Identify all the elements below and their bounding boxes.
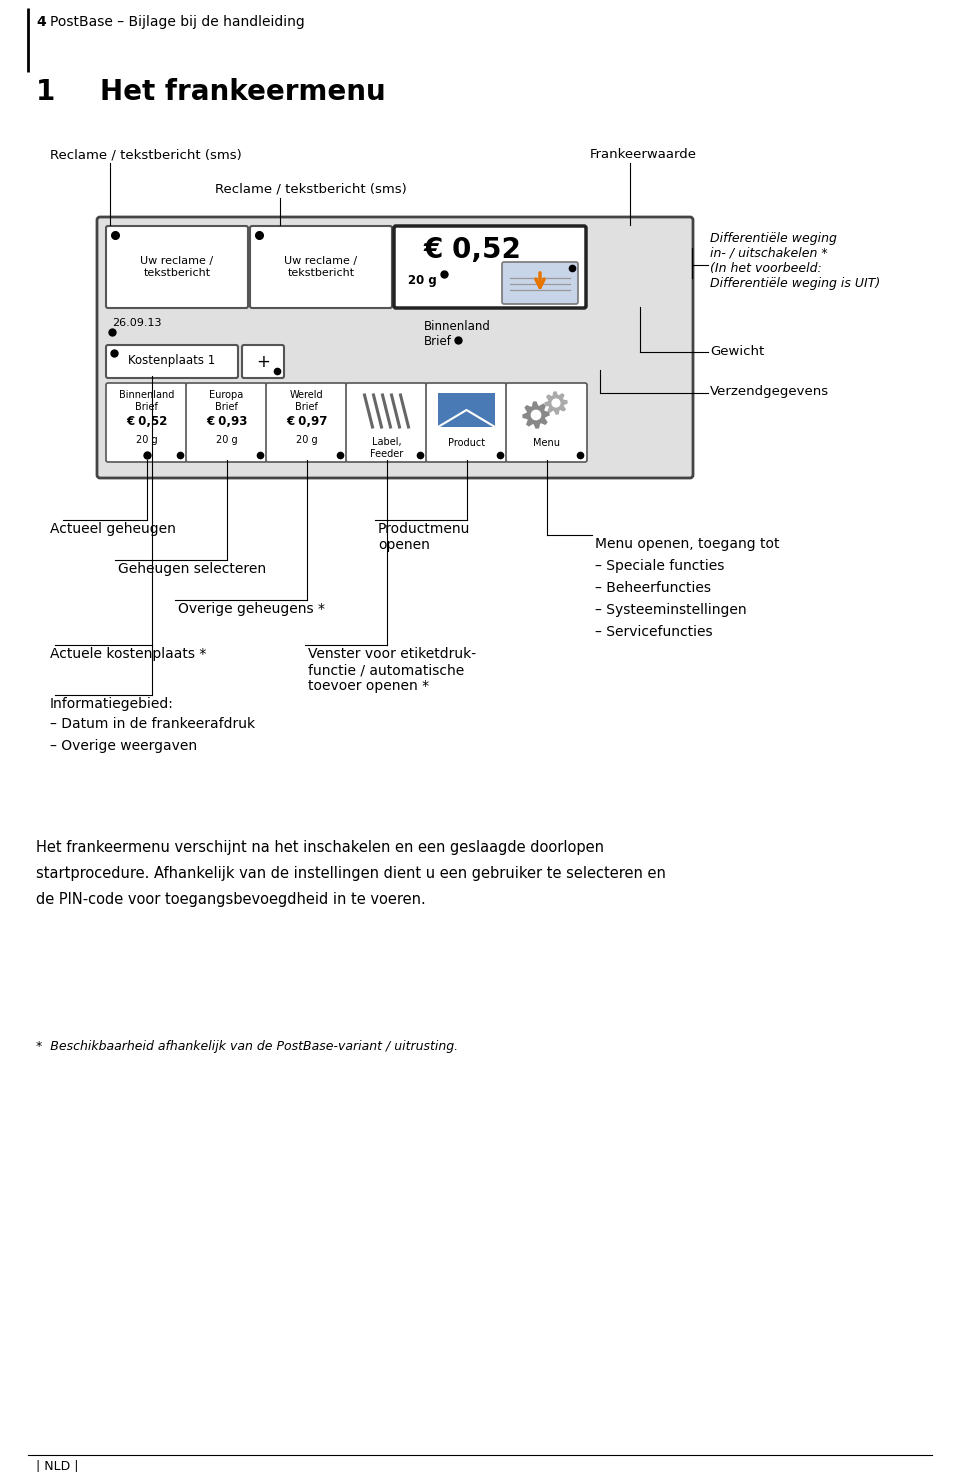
- Text: Frankeerwaarde: Frankeerwaarde: [590, 149, 697, 160]
- Text: € 0,52: € 0,52: [423, 236, 521, 263]
- Text: – Overige weergaven: – Overige weergaven: [50, 739, 197, 754]
- FancyBboxPatch shape: [242, 344, 284, 378]
- Circle shape: [531, 411, 540, 420]
- Text: Binnenland
Brief: Binnenland Brief: [424, 319, 491, 347]
- Text: – Datum in de frankeerafdruk: – Datum in de frankeerafdruk: [50, 717, 255, 732]
- FancyBboxPatch shape: [106, 383, 187, 462]
- FancyBboxPatch shape: [426, 383, 507, 462]
- Text: – Beheerfuncties: – Beheerfuncties: [595, 581, 711, 595]
- Text: startprocedure. Afhankelijk van de instellingen dient u een gebruiker te selecte: startprocedure. Afhankelijk van de inste…: [36, 866, 666, 882]
- Text: Europa: Europa: [209, 390, 244, 400]
- FancyBboxPatch shape: [346, 383, 427, 462]
- FancyBboxPatch shape: [438, 393, 495, 427]
- Text: Menu: Menu: [533, 439, 560, 447]
- FancyBboxPatch shape: [106, 344, 238, 378]
- Text: € 0,93: € 0,93: [205, 415, 247, 428]
- Text: de PIN-code voor toegangsbevoegdheid in te voeren.: de PIN-code voor toegangsbevoegdheid in …: [36, 892, 425, 907]
- Text: Differentiële weging
in- / uitschakelen *
(In het voorbeeld:
Differentiële wegin: Differentiële weging in- / uitschakelen …: [710, 233, 880, 290]
- Text: 20 g: 20 g: [135, 436, 157, 445]
- Text: Kostenplaats 1: Kostenplaats 1: [129, 353, 216, 367]
- Text: Wereld: Wereld: [290, 390, 324, 400]
- Text: Binnenland: Binnenland: [119, 390, 174, 400]
- FancyBboxPatch shape: [394, 227, 586, 308]
- FancyBboxPatch shape: [266, 383, 347, 462]
- Text: 4: 4: [36, 15, 46, 29]
- Text: Gewicht: Gewicht: [710, 344, 764, 358]
- Text: Overige geheugens *: Overige geheugens *: [178, 602, 325, 615]
- Text: Actuele kostenplaats *: Actuele kostenplaats *: [50, 648, 206, 661]
- Text: – Systeeminstellingen: – Systeeminstellingen: [595, 604, 747, 617]
- Text: *  Beschikbaarheid afhankelijk van de PostBase-variant / uitrusting.: * Beschikbaarheid afhankelijk van de Pos…: [36, 1041, 458, 1052]
- Polygon shape: [545, 392, 567, 414]
- Text: Brief: Brief: [295, 402, 318, 412]
- Text: Menu openen, toegang tot: Menu openen, toegang tot: [595, 537, 780, 551]
- Text: – Servicefuncties: – Servicefuncties: [595, 626, 712, 639]
- Text: 20 g: 20 g: [296, 436, 318, 445]
- Text: Brief: Brief: [135, 402, 158, 412]
- Text: Actueel geheugen: Actueel geheugen: [50, 523, 176, 536]
- Text: 26.09.13: 26.09.13: [112, 318, 161, 328]
- Text: Uw reclame /
tekstbericht: Uw reclame / tekstbericht: [284, 256, 357, 278]
- FancyBboxPatch shape: [97, 216, 693, 478]
- Text: Het frankeermenu: Het frankeermenu: [100, 78, 386, 106]
- Text: Geheugen selecteren: Geheugen selecteren: [118, 562, 266, 576]
- Text: Label,
Feeder: Label, Feeder: [370, 437, 403, 459]
- Text: 1: 1: [36, 78, 56, 106]
- FancyBboxPatch shape: [502, 262, 578, 305]
- Text: Product: Product: [448, 439, 485, 447]
- Text: Informatiegebied:: Informatiegebied:: [50, 698, 174, 711]
- Text: – Speciale functies: – Speciale functies: [595, 559, 725, 573]
- Text: Het frankeermenu verschijnt na het inschakelen en een geslaagde doorlopen: Het frankeermenu verschijnt na het insch…: [36, 841, 604, 855]
- Text: € 0,97: € 0,97: [286, 415, 327, 428]
- FancyBboxPatch shape: [186, 383, 267, 462]
- Text: Brief: Brief: [215, 402, 238, 412]
- Polygon shape: [523, 402, 549, 428]
- Text: 20 g: 20 g: [408, 274, 437, 287]
- Text: € 0,52: € 0,52: [126, 415, 167, 428]
- Text: Venster voor etiketdruk-
functie / automatische
toevoer openen *: Venster voor etiketdruk- functie / autom…: [308, 648, 476, 693]
- FancyBboxPatch shape: [506, 383, 587, 462]
- FancyBboxPatch shape: [250, 227, 392, 308]
- Circle shape: [552, 399, 560, 406]
- Text: Reclame / tekstbericht (sms): Reclame / tekstbericht (sms): [50, 149, 242, 160]
- Text: 20 g: 20 g: [216, 436, 237, 445]
- Text: | NLD |: | NLD |: [36, 1460, 79, 1472]
- Text: Productmenu
openen: Productmenu openen: [378, 523, 470, 552]
- Text: Verzendgegevens: Verzendgegevens: [710, 386, 829, 397]
- Text: PostBase – Bijlage bij de handleiding: PostBase – Bijlage bij de handleiding: [50, 15, 304, 29]
- Text: +: +: [256, 353, 270, 371]
- Text: Reclame / tekstbericht (sms): Reclame / tekstbericht (sms): [215, 183, 407, 196]
- Text: Uw reclame /
tekstbericht: Uw reclame / tekstbericht: [140, 256, 213, 278]
- FancyBboxPatch shape: [106, 227, 248, 308]
